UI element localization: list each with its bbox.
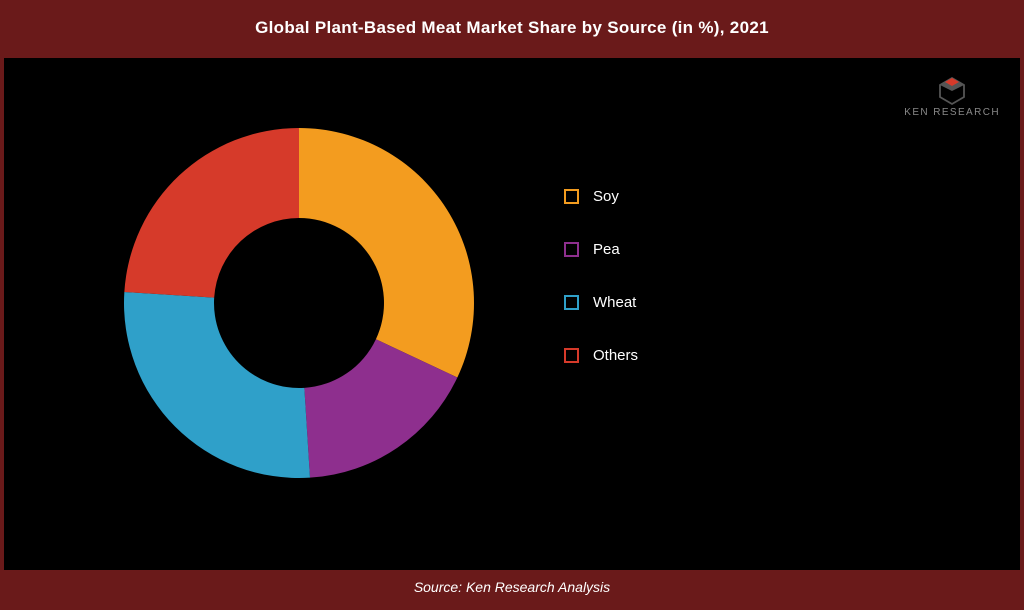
watermark-label: KEN RESEARCH: [904, 107, 1000, 118]
legend-swatch: [564, 242, 579, 257]
legend-swatch: [564, 348, 579, 363]
legend-swatch: [564, 295, 579, 310]
legend-label: Others: [593, 347, 638, 364]
legend-swatch: [564, 189, 579, 204]
chart-frame: Global Plant-Based Meat Market Share by …: [0, 0, 1024, 610]
legend-item-others: Others: [564, 347, 638, 364]
donut-segment-wheat: [124, 292, 310, 478]
watermark: KEN RESEARCH: [904, 76, 1000, 118]
legend-label: Soy: [593, 188, 619, 205]
chart-legend: Soy Pea Wheat Others: [564, 188, 638, 400]
watermark-icon: [937, 76, 967, 106]
source-line: Source: Ken Research Analysis: [4, 570, 1020, 606]
donut-segment-others: [124, 128, 299, 298]
legend-label: Pea: [593, 241, 620, 258]
legend-item-soy: Soy: [564, 188, 638, 205]
legend-item-pea: Pea: [564, 241, 638, 258]
legend-label: Wheat: [593, 294, 636, 311]
chart-area: KEN RESEARCH Soy Pea Wheat Others: [4, 58, 1020, 570]
donut-segment-soy: [299, 128, 474, 378]
legend-item-wheat: Wheat: [564, 294, 638, 311]
chart-title: Global Plant-Based Meat Market Share by …: [4, 4, 1020, 58]
donut-chart: [99, 103, 499, 508]
